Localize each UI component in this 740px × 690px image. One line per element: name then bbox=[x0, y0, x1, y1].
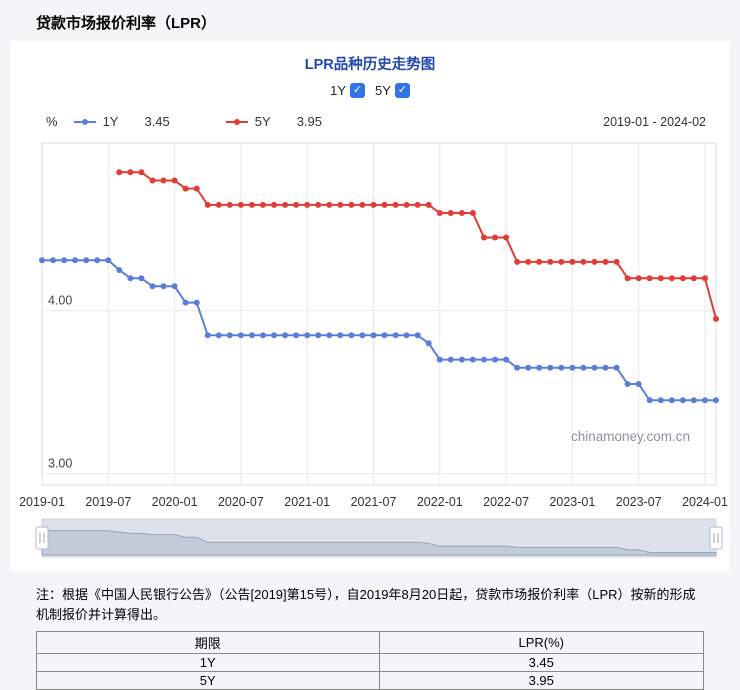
legend-item-5y[interactable]: 5Y bbox=[170, 114, 271, 129]
legend-5y-label: 5Y bbox=[254, 114, 271, 129]
date-range: 2019-01 - 2024-02 bbox=[603, 114, 706, 129]
legend-5y-line-icon bbox=[225, 118, 248, 125]
toggle-5y-label: 5Y bbox=[375, 83, 391, 98]
svg-text:2021-07: 2021-07 bbox=[351, 495, 397, 509]
table-header-term: 期限 bbox=[36, 631, 380, 655]
checkbox-1y-icon[interactable] bbox=[350, 83, 365, 98]
legend-5y-value: 3.95 bbox=[296, 114, 322, 129]
svg-text:2022-01: 2022-01 bbox=[417, 495, 463, 509]
datazoom-slider[interactable] bbox=[12, 515, 730, 561]
series-toggles: 1Y 5Y bbox=[10, 83, 730, 98]
chart-title: LPR品种历史走势图 bbox=[304, 57, 436, 73]
toggle-1y-label: 1Y bbox=[330, 83, 346, 98]
legend-1y-label: 1Y bbox=[102, 114, 119, 129]
svg-text:2023-01: 2023-01 bbox=[549, 495, 595, 509]
note-text: 注：根据《中国人民银行公告》（公告[2019]第15号），自2019年8月20日… bbox=[36, 587, 696, 623]
svg-text:2021-01: 2021-01 bbox=[284, 495, 330, 509]
table-cell: 3.95 bbox=[378, 671, 704, 690]
svg-text:2019-07: 2019-07 bbox=[85, 495, 131, 509]
svg-text:2022-07: 2022-07 bbox=[483, 495, 529, 509]
svg-text:2020-07: 2020-07 bbox=[218, 495, 264, 509]
legend-item-1y[interactable]: 1Y bbox=[58, 114, 119, 129]
svg-text:3.00: 3.00 bbox=[48, 457, 72, 471]
table-row: 1Y 3.45 bbox=[36, 653, 704, 673]
legend-1y-line-icon bbox=[73, 118, 96, 125]
checkbox-5y-icon[interactable] bbox=[394, 83, 410, 98]
table-cell: 3.45 bbox=[378, 653, 704, 673]
legend-row: % 1Y 3.45 5Y 3.95 2019-01 - 2024-02 bbox=[46, 114, 706, 129]
table-row: 5Y 3.95 bbox=[36, 671, 704, 690]
table-cell: 1Y bbox=[36, 653, 380, 673]
lpr-table: 期限 LPR(%) 1Y 3.45 5Y 3.95 bbox=[36, 631, 704, 690]
table-header-lpr: LPR(%) bbox=[378, 631, 704, 655]
svg-text:chinamoney.com.cn: chinamoney.com.cn bbox=[571, 429, 690, 444]
y-axis-unit: % bbox=[46, 114, 58, 129]
svg-text:4.00: 4.00 bbox=[48, 294, 72, 308]
svg-text:2020-01: 2020-01 bbox=[152, 495, 198, 509]
legend-1y-value: 3.45 bbox=[144, 114, 170, 129]
page-title: 贷款市场报价利率（LPR） bbox=[36, 15, 217, 32]
svg-text:2023-07: 2023-07 bbox=[616, 495, 662, 509]
chart-card: LPR品种历史走势图 1Y 5Y % 1Y 3.45 5Y 3.95 2019-… bbox=[10, 41, 730, 571]
table-cell: 5Y bbox=[36, 671, 380, 690]
svg-text:2019-01: 2019-01 bbox=[19, 495, 65, 509]
table-header-row: 期限 LPR(%) bbox=[36, 631, 704, 655]
line-chart: 4.00 3.00 chinamoney.com.cn 2019-01 2019-07 2… bbox=[12, 133, 730, 513]
svg-text:2024-01: 2024-01 bbox=[682, 495, 728, 509]
